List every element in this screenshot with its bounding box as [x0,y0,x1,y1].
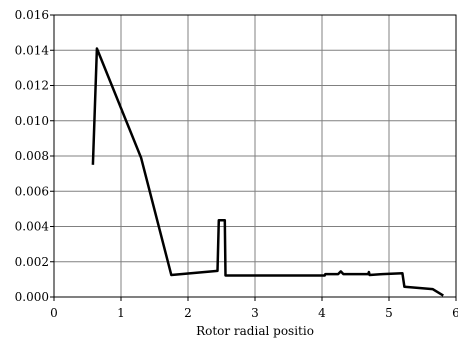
x-tick-label: 1 [117,306,125,320]
y-tick-label: 0.012 [15,79,49,93]
y-tick-label: 0.000 [15,290,49,304]
x-tick-label: 2 [184,306,192,320]
x-axis-title: Rotor radial positio [196,324,314,338]
x-axis: 0 1 2 3 4 5 6 [50,297,458,320]
y-tick-label: 0.002 [15,255,49,269]
y-axis: 0.000 0.002 0.004 0.006 0.008 0.010 0.012 0.014… [15,8,54,304]
x-tick-label: 0 [50,306,58,320]
x-tick-label: 4 [318,306,326,320]
y-tick-label: 0.010 [15,114,49,128]
x-tick-label: 5 [385,306,393,320]
y-tick-label: 0.006 [15,184,49,198]
grid [54,15,456,297]
y-tick-label: 0.004 [15,220,50,234]
x-tick-label: 6 [452,306,458,320]
y-tick-label: 0.016 [15,8,49,22]
series-line [91,47,444,297]
y-tick-label: 0.008 [15,149,49,163]
series-layer [91,47,444,297]
x-tick-label: 3 [251,306,259,320]
y-tick-label: 0.014 [15,43,50,57]
